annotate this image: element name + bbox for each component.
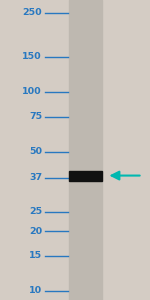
Text: 10: 10: [29, 286, 42, 296]
Text: 15: 15: [29, 251, 42, 260]
Text: 150: 150: [22, 52, 42, 62]
Text: 25: 25: [29, 207, 42, 216]
Text: 75: 75: [29, 112, 42, 121]
Text: 250: 250: [22, 8, 42, 17]
Text: 37: 37: [29, 173, 42, 182]
Text: 20: 20: [29, 226, 42, 236]
Bar: [69, 170, 102, 181]
Text: 50: 50: [29, 147, 42, 156]
Text: 100: 100: [22, 88, 42, 97]
Bar: [69, 0, 102, 300]
